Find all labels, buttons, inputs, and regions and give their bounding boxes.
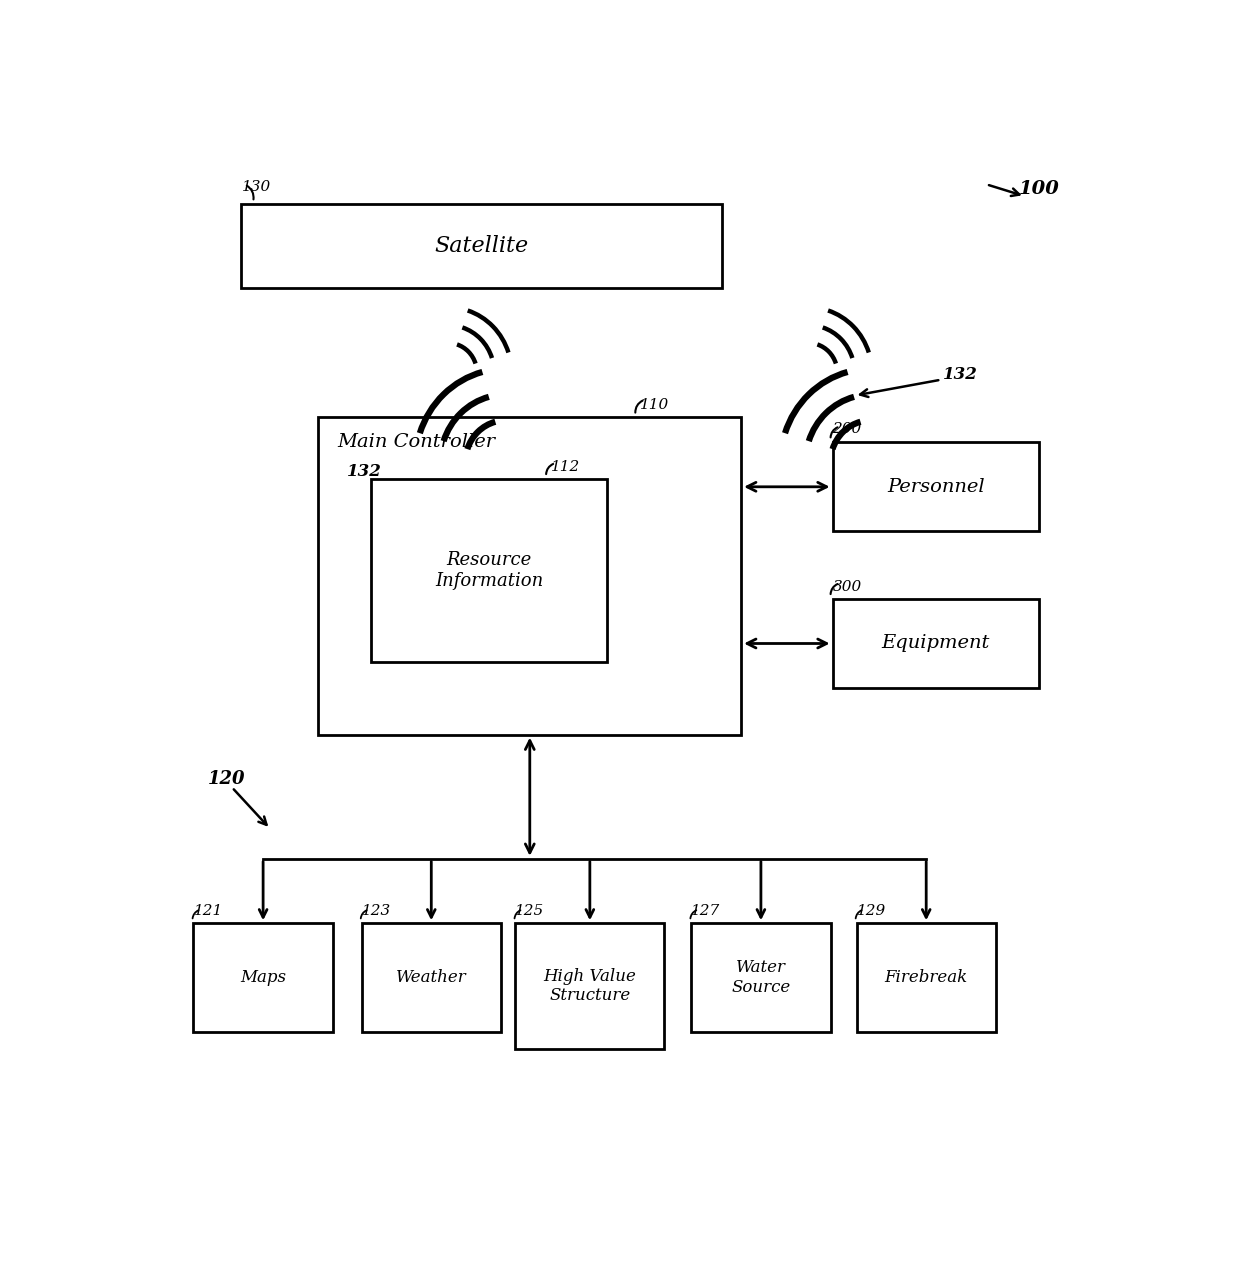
Text: 132: 132 bbox=[347, 464, 382, 480]
Text: 121: 121 bbox=[193, 904, 223, 918]
Text: Weather: Weather bbox=[396, 970, 466, 987]
Text: 112: 112 bbox=[551, 460, 580, 474]
Text: Firebreak: Firebreak bbox=[884, 970, 968, 987]
Text: 100: 100 bbox=[1019, 180, 1059, 198]
Bar bbox=[193, 923, 332, 1032]
Bar bbox=[242, 204, 722, 289]
Bar bbox=[832, 599, 1039, 688]
Text: Satellite: Satellite bbox=[435, 236, 528, 258]
Text: Water
Source: Water Source bbox=[732, 960, 791, 996]
Text: 127: 127 bbox=[691, 904, 720, 918]
Text: 110: 110 bbox=[640, 398, 670, 412]
Bar bbox=[857, 923, 996, 1032]
Text: High Value
Structure: High Value Structure bbox=[543, 967, 636, 1005]
Text: 123: 123 bbox=[362, 904, 391, 918]
Text: Personnel: Personnel bbox=[887, 478, 985, 496]
Text: Resource
Information: Resource Information bbox=[435, 551, 543, 590]
Bar bbox=[371, 479, 606, 662]
Bar bbox=[691, 923, 831, 1032]
Text: 125: 125 bbox=[516, 904, 544, 918]
Text: 120: 120 bbox=[208, 770, 246, 788]
Text: 129: 129 bbox=[857, 904, 885, 918]
Bar bbox=[319, 417, 742, 734]
Text: Equipment: Equipment bbox=[882, 635, 990, 653]
Text: Main Controller: Main Controller bbox=[337, 433, 496, 451]
Bar bbox=[362, 923, 501, 1032]
Text: 132: 132 bbox=[942, 366, 978, 384]
Text: Maps: Maps bbox=[241, 970, 286, 987]
Text: 300: 300 bbox=[832, 580, 862, 594]
Text: 130: 130 bbox=[242, 180, 270, 194]
Text: 200: 200 bbox=[832, 422, 862, 437]
Bar bbox=[832, 442, 1039, 532]
Bar bbox=[516, 923, 665, 1050]
